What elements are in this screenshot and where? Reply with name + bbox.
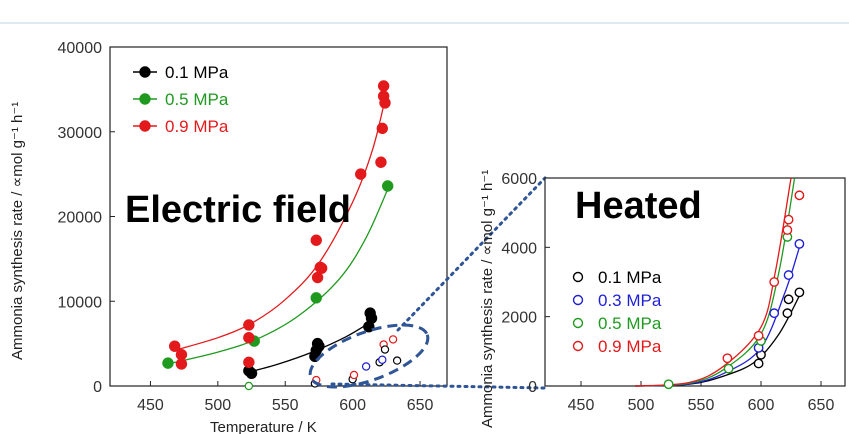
x-tick-label: 600 [748,397,775,414]
y-tick-label: 2000 [501,310,537,327]
left-y-axis-label: Ammonia synthesis rate / ∝mol g⁻¹ h⁻¹ [9,102,26,360]
data-point [169,340,181,352]
data-point [376,122,388,135]
heated-overlay-point [244,381,254,391]
y-tick-label: 0 [528,379,537,396]
data-point [311,271,324,284]
x-tick-label: 500 [204,397,231,414]
left-chart-title: Electric field [125,189,351,231]
top-border-strip [0,0,849,24]
right-legend: 0.1 MPa 0.3 MPa 0.5 MPa 0.9 MPa [572,268,662,356]
right-fit-curves [634,177,801,387]
y-tick-label: 4000 [501,240,537,257]
y-tick-label: 20000 [58,210,103,227]
legend-marker [572,271,584,283]
heated-overlay-point [361,362,371,371]
legend-label: 0.1 MPa [165,63,229,82]
right-axes: 450 500 550 600 650 0 2000 4000 6000 [501,171,834,414]
data-point [769,277,780,287]
data-point [313,340,325,352]
data-point [722,353,733,364]
data-point [375,156,387,168]
x-tick-label: 650 [407,397,434,414]
legend-label: 0.9 MPa [165,117,229,136]
zoom-ellipse [308,323,430,389]
right-chart: 450 500 550 600 650 0 2000 4000 6000 Heated Ammo… [479,170,846,428]
fit-curve [247,320,374,374]
legend-label: 0.5 MPa [598,314,662,333]
data-point [794,287,805,298]
legend-label: 0.1 MPa [598,268,662,287]
heated-overlay-point [392,356,402,365]
x-tick-label: 450 [137,397,164,414]
data-point [769,308,780,319]
data-point [243,331,255,344]
data-point [794,190,805,201]
y-tick-label: 0 [93,379,102,396]
legend-label: 0.5 MPa [165,90,229,109]
data-point [753,358,764,369]
data-point [175,348,188,361]
data-point [663,379,674,390]
legend-label: 0.9 MPa [598,337,662,356]
data-point [783,214,794,225]
x-tick-label: 550 [272,397,299,414]
heated-overlay-point [378,355,387,364]
data-point [783,294,794,305]
data-point [175,358,188,370]
x-tick-label: 600 [339,397,366,414]
legend-marker [572,340,584,352]
data-point [365,312,378,324]
fit-curve [634,177,792,387]
y-tick-label: 6000 [501,171,537,188]
zoom-connector-bottom [330,382,547,390]
data-point [794,238,805,249]
right-plot-frame [544,177,846,387]
x-tick-label: 450 [568,397,595,414]
left-data-points [162,80,402,391]
legend-marker [572,317,584,329]
y-tick-label: 40000 [58,40,103,57]
data-point [310,234,322,246]
x-tick-label: 550 [688,397,715,414]
x-tick-label: 500 [628,397,655,414]
heated-overlay-point [388,335,398,344]
left-chart: 450 500 550 600 650 0 10000 20000 30000 40000 Ele… [9,40,448,434]
data-point [310,292,322,304]
fit-curve [177,93,387,351]
legend-marker [139,120,151,132]
left-x-axis-label: Temperature / K [210,419,317,434]
right-y-axis-label: Ammonia synthesis rate / ∝mol g⁻¹ h⁻¹ [479,170,496,428]
heated-overlay-point [349,370,359,380]
data-point [355,168,367,180]
data-point [783,270,794,280]
legend-label: 0.3 MPa [598,291,662,310]
legend-marker [139,93,151,105]
data-point [782,225,793,235]
legend-marker [572,294,584,306]
left-axes: 450 500 550 600 650 0 10000 20000 30000 40000 [58,40,434,414]
data-point [753,330,764,341]
data-point [243,356,255,368]
x-tick-label: 650 [808,397,835,414]
data-point [782,308,793,319]
data-point [379,97,391,109]
legend-marker [139,66,151,78]
data-point [162,357,174,369]
zoom-connector-top [396,176,547,332]
data-point [243,319,255,331]
fit-curve [163,185,390,366]
left-legend: 0.1 MPa 0.5 MPa 0.9 MPa [133,63,229,136]
right-chart-title: Heated [575,185,702,227]
right-data-points [663,190,805,390]
data-point [381,180,394,192]
data-point [245,367,258,379]
y-tick-label: 10000 [58,294,103,311]
y-tick-label: 30000 [58,125,103,142]
data-point [723,363,734,374]
heated-overlay-point [380,345,390,354]
data-point [315,262,328,274]
data-point [377,80,390,92]
